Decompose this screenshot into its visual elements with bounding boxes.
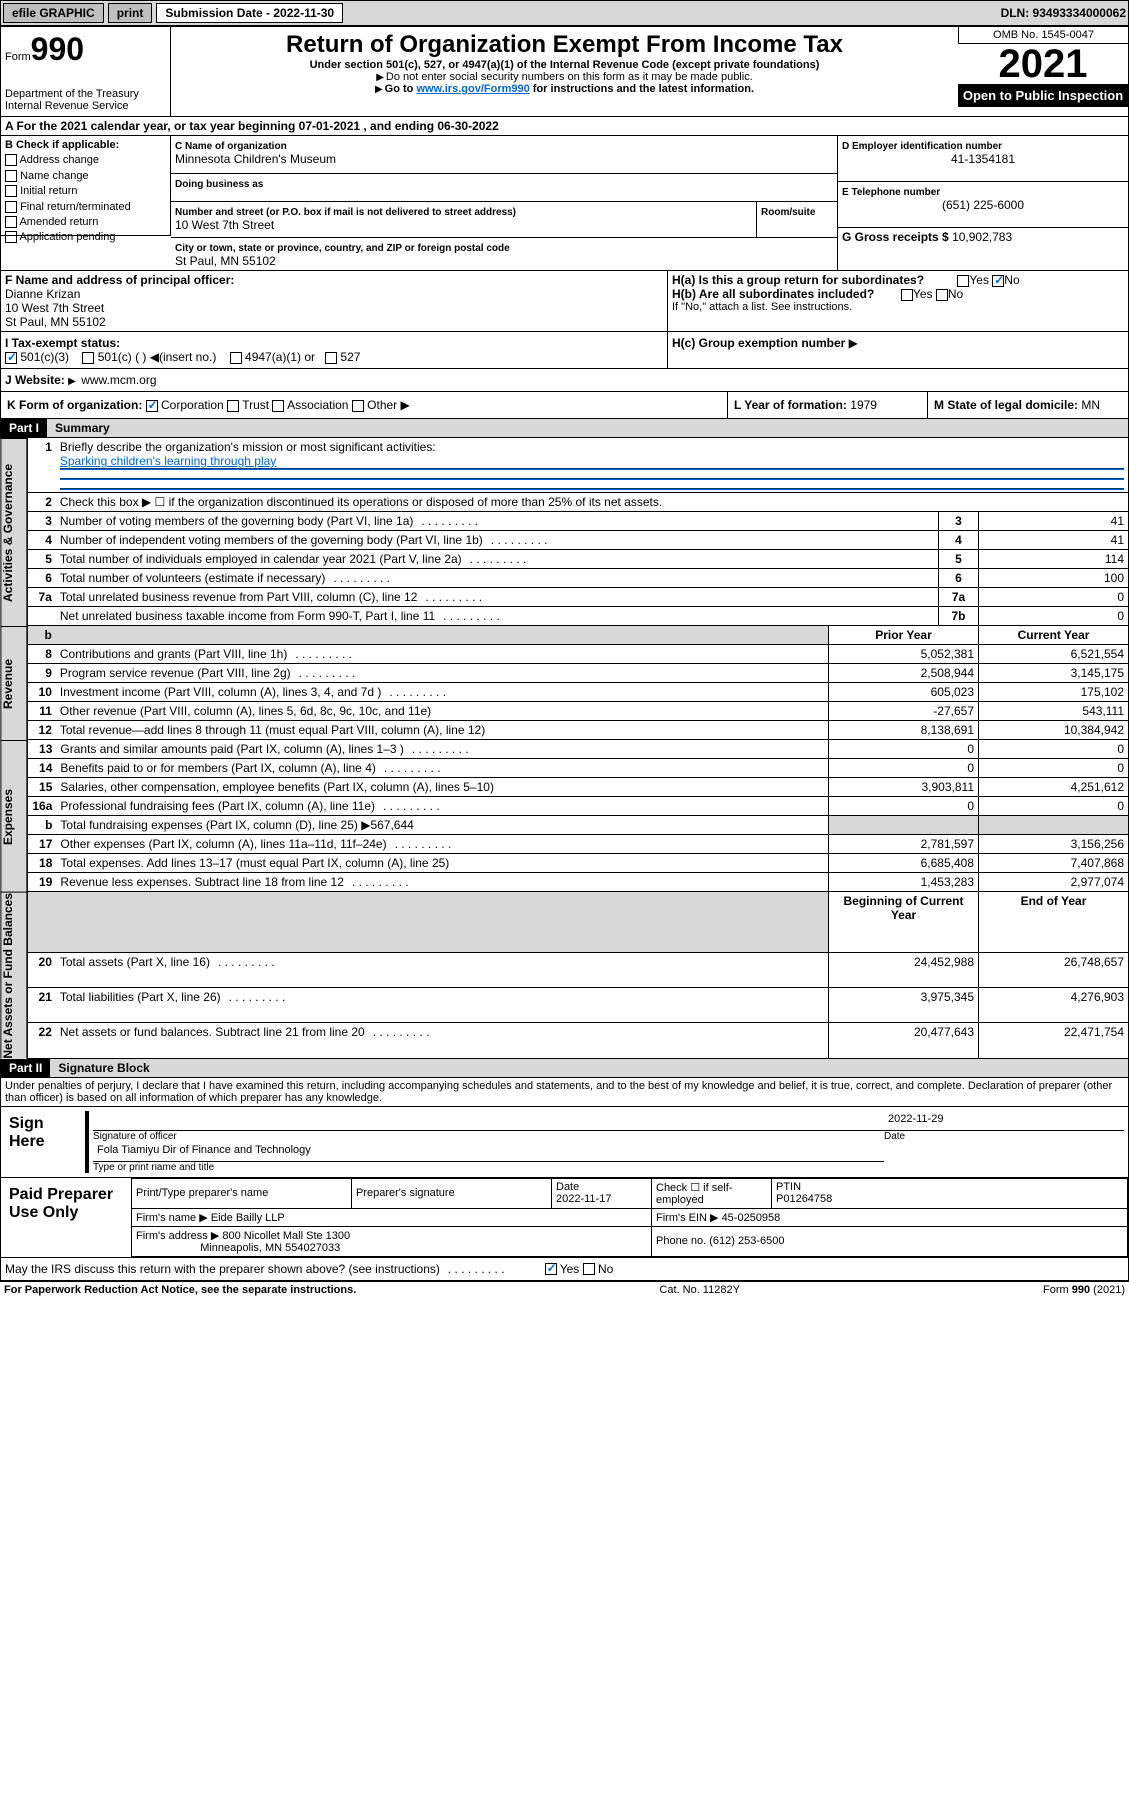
ptin: P01264758 — [776, 1193, 832, 1205]
chk-4947[interactable] — [230, 352, 242, 364]
chk-address-change[interactable] — [5, 154, 17, 166]
box-b-label: B Check if applicable: — [5, 139, 119, 151]
chk-501c3[interactable] — [5, 352, 17, 364]
section-a: A For the 2021 calendar year, or tax yea… — [0, 117, 1129, 136]
tax-year: 2021 — [958, 44, 1128, 84]
officer-sig-name: Fola Tiamiyu Dir of Finance and Technolo… — [97, 1144, 311, 1156]
net-assets-table: Beginning of Current YearEnd of Year 20T… — [27, 892, 1129, 1059]
open-inspection: Open to Public Inspection — [958, 84, 1128, 107]
instructions-link[interactable]: www.irs.gov/Form990 — [416, 83, 529, 95]
topbar: efile GRAPHIC print Submission Date - 20… — [0, 0, 1129, 26]
part2-header: Part IISignature Block — [0, 1059, 1129, 1078]
chk-assn[interactable] — [272, 400, 284, 412]
org-name: Minnesota Children's Museum — [175, 152, 336, 166]
sign-here-section: Sign Here Signature of officer Fola Tiam… — [0, 1107, 1129, 1178]
org-city: St Paul, MN 55102 — [175, 254, 276, 268]
chk-sub-yes[interactable] — [901, 289, 913, 301]
chk-501c[interactable] — [82, 352, 94, 364]
mission: Sparking children's learning through pla… — [60, 454, 276, 468]
penalties-text: Under penalties of perjury, I declare th… — [0, 1078, 1129, 1107]
chk-final-return[interactable] — [5, 201, 17, 213]
firm-ein: 45-0250958 — [722, 1212, 781, 1224]
chk-group-no[interactable] — [992, 275, 1004, 287]
print-button[interactable]: print — [108, 3, 153, 23]
gross-receipts: 10,902,783 — [952, 230, 1012, 244]
tax-status-row: I Tax-exempt status: 501(c)(3) 501(c) ( … — [0, 332, 1129, 369]
governance-table: 1Briefly describe the organization's mis… — [27, 438, 1129, 626]
expenses-table: 13Grants and similar amounts paid (Part … — [27, 740, 1129, 892]
footer: For Paperwork Reduction Act Notice, see … — [0, 1281, 1129, 1298]
website: www.mcm.org — [81, 373, 156, 387]
officer-group-row: F Name and address of principal officer:… — [0, 271, 1129, 332]
sig-date: 2022-11-29 — [884, 1111, 1124, 1131]
discuss-row: May the IRS discuss this return with the… — [0, 1258, 1129, 1281]
firm-name: Eide Bailly LLP — [211, 1212, 285, 1224]
ein: 41-1354181 — [842, 152, 1124, 166]
paid-preparer-section: Paid Preparer Use Only Print/Type prepar… — [0, 1178, 1129, 1258]
year-formed: 1979 — [850, 398, 877, 412]
part1-header: Part ISummary — [0, 419, 1129, 438]
submission-date: Submission Date - 2022-11-30 — [156, 3, 343, 23]
irs-label: Internal Revenue Service — [5, 100, 166, 112]
efile-button[interactable]: efile GRAPHIC — [3, 3, 104, 23]
officer-name: Dianne Krizan — [5, 287, 80, 301]
form-label: Form — [5, 51, 31, 63]
chk-sub-no[interactable] — [936, 289, 948, 301]
prep-date: 2022-11-17 — [556, 1193, 611, 1205]
entity-info-grid: B Check if applicable: Address change Na… — [0, 136, 1129, 271]
domicile: MN — [1081, 398, 1100, 412]
chk-name-change[interactable] — [5, 170, 17, 182]
revenue-table: bPrior YearCurrent Year 8Contributions a… — [27, 626, 1129, 740]
org-street: 10 West 7th Street — [175, 218, 274, 232]
chk-initial-return[interactable] — [5, 185, 17, 197]
chk-discuss-yes[interactable] — [545, 1263, 557, 1275]
chk-discuss-no[interactable] — [583, 1263, 595, 1275]
phone: (651) 225-6000 — [842, 198, 1124, 212]
dln-label: DLN: 93493334000062 — [1001, 6, 1126, 20]
chk-app-pending[interactable] — [5, 231, 17, 243]
tab-governance: Activities & Governance — [0, 438, 27, 626]
firm-addr: 800 Nicollet Mall Ste 1300 — [222, 1230, 350, 1242]
firm-phone: (612) 253-6500 — [709, 1235, 784, 1247]
form-header: Form990 Department of the Treasury Inter… — [0, 26, 1129, 117]
tab-expenses: Expenses — [0, 740, 27, 892]
form-subtitle: Under section 501(c), 527, or 4947(a)(1)… — [175, 59, 954, 71]
dept-label: Department of the Treasury — [5, 88, 166, 100]
form-title: Return of Organization Exempt From Incom… — [175, 31, 954, 59]
chk-corp[interactable] — [146, 400, 158, 412]
chk-527[interactable] — [325, 352, 337, 364]
form-org-row: K Form of organization: Corporation Trus… — [0, 392, 1129, 419]
chk-trust[interactable] — [227, 400, 239, 412]
note-ssn: Do not enter social security numbers on … — [386, 71, 753, 83]
form-number: 990 — [31, 31, 84, 67]
website-row: J Website: www.mcm.org — [0, 369, 1129, 392]
chk-group-yes[interactable] — [957, 275, 969, 287]
chk-amended[interactable] — [5, 216, 17, 228]
chk-other[interactable] — [352, 400, 364, 412]
tab-revenue: Revenue — [0, 626, 27, 740]
tab-net-assets: Net Assets or Fund Balances — [0, 892, 27, 1059]
